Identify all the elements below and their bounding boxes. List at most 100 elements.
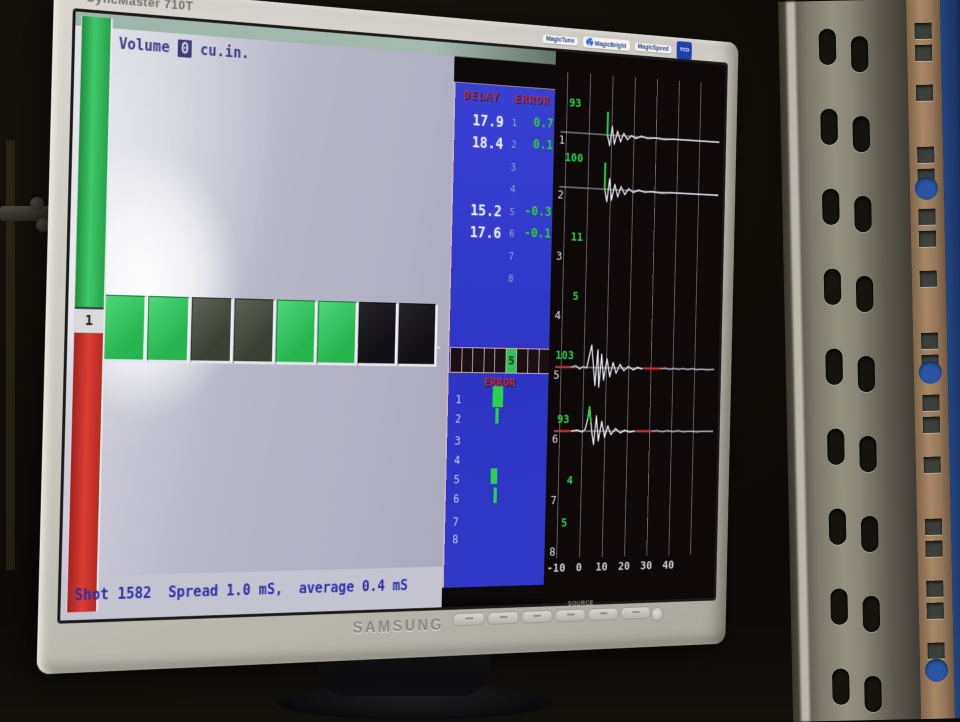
- control-buttons: [452, 606, 651, 627]
- error-value: [518, 159, 553, 161]
- samsung-logo: SAMSUNG: [352, 615, 445, 637]
- error-bar: [495, 408, 499, 424]
- error-value: -0.1: [523, 225, 552, 242]
- sticker-magicbright: MagicBright: [583, 36, 630, 52]
- row-number: 3: [510, 161, 517, 174]
- magicbright-fan-icon: [586, 37, 594, 47]
- trace-wave-2: [559, 158, 719, 223]
- channel-block-4: [233, 298, 277, 365]
- error-value: 0.1: [532, 137, 554, 153]
- volume-unit: cu.in.: [199, 41, 250, 63]
- strip-cell: [527, 349, 540, 374]
- enter-button[interactable]: [554, 608, 586, 623]
- error-value: -0.3: [524, 203, 552, 220]
- waveform-panel: 93 1 100 2 11 3 5 4 103 5 93 6 4 7 5 8 -…: [543, 51, 726, 604]
- row-number: 4: [454, 453, 461, 467]
- left-pipe: [0, 197, 62, 232]
- rack-upright: [778, 0, 960, 722]
- source-label: SOURCE: [567, 600, 594, 608]
- source-button[interactable]: [587, 607, 619, 622]
- delay-row-6: 17.6 6 -0.1: [452, 222, 554, 246]
- strip-cell: [494, 348, 507, 373]
- status-average: average 0.4 mS: [298, 576, 409, 598]
- delay-value: 18.4: [471, 133, 504, 153]
- trace-wave-6: [553, 402, 714, 460]
- error-row-3: 3: [447, 435, 549, 453]
- error-bar: [490, 468, 498, 484]
- x-axis-tick: 0: [575, 561, 583, 575]
- error-header: ERROR: [514, 92, 551, 109]
- row-number: 7: [508, 250, 515, 263]
- delay-value: [453, 246, 501, 248]
- delay-row-5: 15.2 5 -0.3: [452, 200, 554, 225]
- delay-row-7: 7: [451, 245, 553, 269]
- trace-wave-7: [552, 463, 713, 522]
- auto-button[interactable]: [620, 606, 651, 620]
- monitor: SyncMaster 710T MagicTune MagicBright Ma…: [36, 0, 739, 675]
- error-value: 0.7: [533, 115, 554, 132]
- delay-row-4: 4: [453, 177, 555, 202]
- row-number: 7: [452, 515, 459, 529]
- error-row-2: 2: [447, 408, 549, 431]
- row-number: 8: [507, 272, 514, 285]
- channel-block-7: [357, 301, 399, 367]
- status-shot: Shot 1582: [74, 584, 152, 605]
- strip-cell: [450, 347, 463, 372]
- channel-block-3: [190, 297, 234, 364]
- delay-header: DELAY: [463, 88, 500, 105]
- row-number: 2: [454, 412, 462, 426]
- volume-value: 0: [177, 39, 193, 58]
- meter-green-segment: [74, 15, 111, 308]
- channel-block-6: [316, 300, 359, 366]
- strip-cell-active: 5: [505, 348, 518, 373]
- error-row-6: 6: [446, 487, 548, 512]
- trace-wave-3: [557, 219, 717, 282]
- x-axis-tick: 40: [662, 558, 675, 573]
- error-bar: [493, 487, 497, 504]
- x-axis-tick: -10: [546, 561, 566, 576]
- row-number: 1: [455, 393, 462, 406]
- error-bar: [492, 386, 504, 408]
- x-axis-tick: 10: [595, 560, 608, 575]
- strip-cell: [483, 348, 496, 373]
- channel-block-5: [275, 299, 318, 366]
- channel-strip: 5: [449, 346, 550, 375]
- channel-block-8: [397, 302, 438, 367]
- delay-panel: DELAY ERROR 17.9 1 0.7 18.4 2 0.1 3 4 15.2 5-…: [442, 81, 559, 588]
- row-number: 8: [452, 533, 459, 547]
- left-wall-strip: [6, 140, 15, 570]
- error-value: [515, 270, 550, 271]
- adjust-up-button[interactable]: [521, 609, 553, 624]
- pipe-bolt: [36, 218, 50, 232]
- tco-badge: TCO: [676, 41, 693, 60]
- power-button[interactable]: [651, 606, 664, 622]
- delay-row-8: 8: [451, 268, 553, 291]
- x-axis-tick: 20: [617, 559, 631, 574]
- delay-value: [453, 268, 501, 270]
- delay-value: [456, 155, 503, 158]
- delay-row-2: 18.4 2 0.1: [454, 132, 556, 158]
- error-value: [517, 181, 552, 183]
- row-number: 6: [453, 492, 460, 506]
- delay-value: 17.9: [472, 111, 505, 131]
- volume-label: Volume: [118, 34, 170, 57]
- error-value: [515, 248, 550, 249]
- sticker-magictune: MagicTune: [542, 34, 578, 46]
- meter-red-segment: [67, 332, 104, 613]
- status-spread: Spread 1.0 mS,: [168, 580, 284, 602]
- adjust-down-button[interactable]: [487, 610, 520, 625]
- strip-cell: [538, 349, 550, 374]
- screen: Volume 0 cu.in. 1 Shot 1582 Spread 1.0 mS…: [57, 8, 728, 624]
- menu-button[interactable]: [452, 612, 486, 627]
- trace-wave-4: [556, 279, 716, 340]
- row-number: 4: [510, 183, 516, 196]
- pipe-bolt: [30, 197, 44, 211]
- error-row-5: 5: [446, 468, 548, 492]
- delay-value: 17.6: [469, 223, 502, 242]
- row-number: 5: [453, 473, 460, 487]
- strip-cell: [472, 348, 485, 373]
- row-number: 3: [454, 434, 461, 448]
- x-axis-tick: 30: [640, 559, 653, 573]
- strip-cell: [516, 349, 529, 373]
- delay-value: 15.2: [470, 201, 502, 221]
